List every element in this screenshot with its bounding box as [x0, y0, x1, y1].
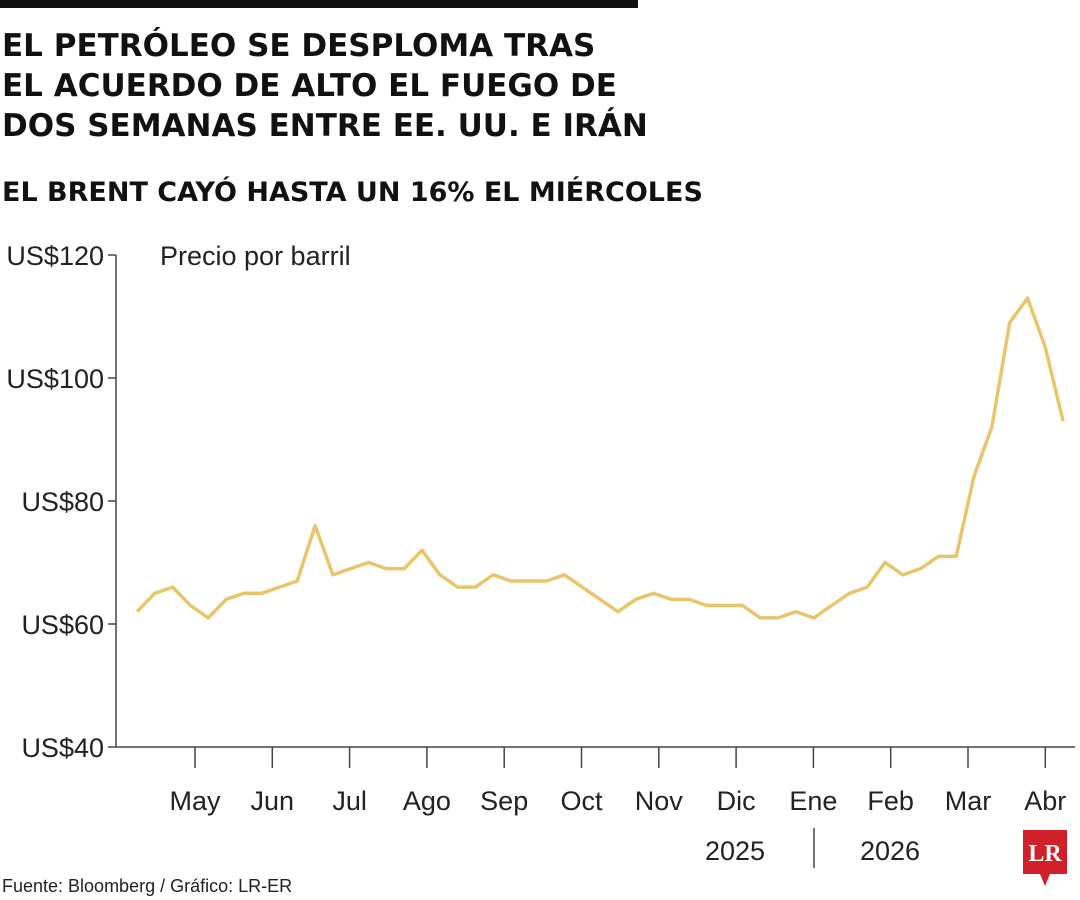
chart-title: EL PETRÓLEO SE DESPLOMA TRAS [2, 27, 595, 64]
top-bar [0, 0, 638, 8]
x-tick-label: Jul [332, 786, 367, 816]
price-line [135, 296, 1065, 620]
logo-tail [1040, 874, 1050, 886]
y-tick-label: US$60 [21, 610, 104, 640]
x-tick-label: May [169, 786, 221, 816]
x-tick-label: Ago [403, 786, 451, 816]
y-tick-label: US$100 [6, 364, 104, 394]
year-label: 2026 [860, 836, 920, 866]
x-tick-label: Dic [717, 786, 756, 816]
logo: LR [1028, 841, 1062, 867]
x-tick-label: Abr [1024, 786, 1066, 816]
y-tick-label: US$40 [21, 733, 104, 763]
y-tick-label: US$120 [6, 241, 104, 271]
chart-subtitle: EL BRENT CAYÓ HASTA UN 16% EL MIÉRCOLES [2, 176, 703, 208]
x-tick-label: Nov [635, 786, 684, 816]
x-tick-label: Ene [789, 786, 837, 816]
x-tick-label: Jun [251, 786, 295, 816]
year-label: 2025 [705, 836, 765, 866]
y-tick-label: US$80 [21, 487, 104, 517]
x-tick-label: Oct [560, 786, 603, 816]
chart-title: DOS SEMANAS ENTRE EE. UU. E IRÁN [2, 108, 648, 144]
x-tick-label: Feb [867, 786, 914, 816]
annotation: Precio por barril [160, 241, 351, 271]
x-tick-label: Mar [945, 786, 992, 816]
x-tick-label: Sep [480, 786, 528, 816]
source: Fuente: Bloomberg / Gráfico: LR-ER [2, 876, 292, 896]
logo-box [1023, 830, 1067, 874]
chart-title: EL ACUERDO DE ALTO EL FUEGO DE [2, 68, 617, 104]
